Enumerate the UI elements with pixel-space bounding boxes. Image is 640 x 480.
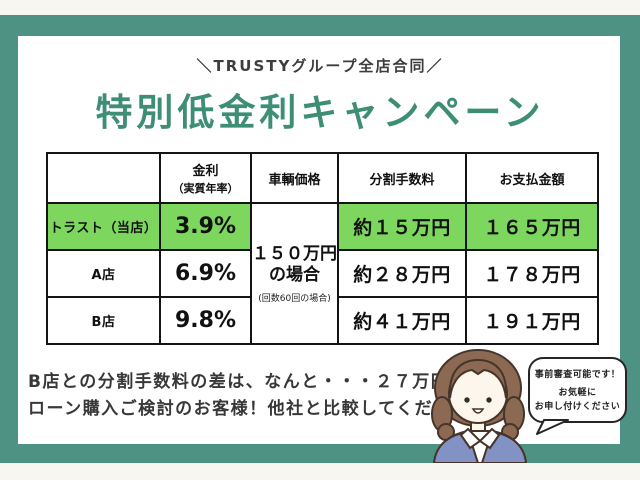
receptionist-illustration	[428, 346, 542, 463]
table-row-shop-b: B店 9.8% 約４１万円 １９１万円	[46, 296, 599, 345]
price-case-line1: １５０万円	[252, 243, 337, 264]
col-header-total: お支払金額	[465, 152, 599, 204]
speech-bubble: 事前審査可能です！ お気軽に お申し付けください	[528, 357, 627, 435]
message-line-2: ローン購入ご検討のお客様！他社と比較してください！	[28, 399, 489, 419]
col-header-rate: 金利 （実質年率）	[159, 152, 252, 204]
table-row-trust: トラスト（当店） 3.9% １５０万円 の場合 (回数60回の場合) 約１５万円…	[46, 202, 599, 345]
rate-cell: 3.9%	[159, 202, 252, 251]
total-cell: １６５万円	[465, 202, 599, 251]
speech-bubble-tail	[536, 419, 569, 435]
total-cell: １９１万円	[465, 296, 599, 345]
col-header-store	[46, 152, 161, 204]
table-header-row: 金利 （実質年率） 車輌価格 分割手数料 お支払金額	[46, 152, 599, 204]
store-cell: トラスト（当店）	[46, 202, 161, 251]
col-header-rate-line1: 金利	[192, 164, 219, 179]
collar-right	[478, 427, 501, 450]
fee-cell: 約４１万円	[337, 296, 467, 345]
fee-cell: 約１５万円	[337, 202, 467, 251]
rate-cell: 9.8%	[159, 296, 252, 345]
tagline: ＼TRUSTYグループ全店合同／	[196, 57, 444, 75]
eye-right	[486, 397, 492, 403]
col-header-price: 車輌価格	[250, 152, 339, 204]
price-case-cell: １５０万円 の場合 (回数60回の場合)	[250, 202, 339, 345]
store-cell: A店	[46, 249, 161, 298]
price-case-line2: の場合	[269, 264, 320, 285]
fee-cell: 約２８万円	[337, 249, 467, 298]
col-header-rate-line2: （実質年率）	[172, 182, 239, 195]
speech-bubble-line-3: お申し付けください	[534, 402, 621, 412]
rate-comparison-table: 金利 （実質年率） 車輌価格 分割手数料 お支払金額 トラスト（当店） 3.9%…	[46, 152, 599, 345]
message-line-1: B店との分割手数料の差は、なんと・・・２７万円！	[28, 372, 468, 392]
eye-left	[464, 397, 470, 403]
speech-bubble-line-2: お気軽に	[558, 388, 597, 398]
price-case-note: (回数60回の場合)	[258, 293, 331, 304]
speech-bubble-line-1: 事前審査可能です！	[534, 370, 621, 380]
bottom-message: B店との分割手数料の差は、なんと・・・２７万円！ ローン購入ご検討のお客様！他社…	[28, 369, 489, 423]
mouth	[471, 408, 485, 414]
collar-left	[459, 427, 482, 450]
col-header-fee: 分割手数料	[337, 152, 467, 204]
total-cell: １７８万円	[465, 249, 599, 298]
hair-front	[448, 358, 508, 399]
receptionist-avatar	[431, 349, 528, 463]
campaign-title: 特別低金利キャンペーン	[95, 91, 545, 134]
store-cell: B店	[46, 296, 161, 345]
table-row-shop-a: A店 6.9% 約２８万円 １７８万円	[46, 249, 599, 298]
rate-cell: 6.9%	[159, 249, 252, 298]
